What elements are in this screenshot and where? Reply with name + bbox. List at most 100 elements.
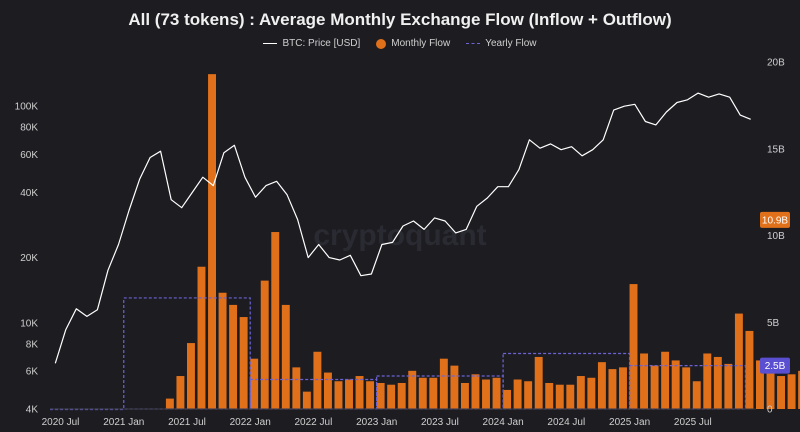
- monthly-flow-bar: [208, 74, 216, 409]
- monthly-flow-bar: [745, 330, 754, 409]
- monthly-flow-last-value: 10.9B: [762, 215, 788, 226]
- monthly-flow-bar: [545, 382, 554, 409]
- right-axis-tick-label: 10B: [767, 231, 785, 242]
- monthly-flow-bar: [534, 356, 543, 409]
- btc-price-line: [54, 92, 751, 364]
- monthly-flow-bar: [629, 284, 638, 409]
- monthly-flow-bar: [313, 351, 322, 409]
- monthly-flow-bar: [671, 360, 680, 409]
- monthly-flow-bar: [323, 372, 332, 409]
- chart-title: All (73 tokens) : Average Monthly Exchan…: [128, 10, 672, 29]
- monthly-flow-bar: [787, 374, 796, 409]
- monthly-flow-bar: [513, 379, 522, 409]
- legend-swatch-monthly-flow: [376, 38, 387, 49]
- monthly-flow-bar: [682, 367, 691, 409]
- left-axis-tick-label: 8K: [26, 339, 39, 350]
- monthly-flow-bar: [766, 370, 775, 409]
- monthly-flow-last-value-bg: [760, 211, 790, 228]
- legend-swatch-btc-price: [263, 43, 278, 44]
- x-axis-tick-label: 2021 Jul: [168, 417, 206, 428]
- monthly-flow-bar: [576, 376, 585, 409]
- monthly-flow-bar: [756, 360, 764, 409]
- x-axis-tick-label: 2023 Jan: [356, 417, 397, 428]
- monthly-flow-bar: [218, 292, 227, 409]
- monthly-flow-bar: [640, 353, 649, 409]
- monthly-flow-bar: [176, 376, 185, 409]
- monthly-flow-bar: [566, 384, 575, 409]
- left-axis-tick-label: 60K: [20, 150, 38, 161]
- monthly-flow-bar: [661, 351, 670, 409]
- monthly-flow-bar: [397, 382, 406, 409]
- legend-item-btc-price[interactable]: BTC: Price [USD]: [263, 38, 360, 49]
- x-axis-tick-label: 2025 Jan: [609, 417, 650, 428]
- monthly-flow-bar: [418, 377, 427, 409]
- legend-item-yearly-flow[interactable]: Yearly Flow: [466, 38, 537, 49]
- monthly-flow-bar: [597, 362, 606, 409]
- left-axis-tick-label: 20K: [20, 253, 38, 264]
- legend-label-monthly-flow: Monthly Flow: [391, 38, 451, 49]
- legend-item-monthly-flow[interactable]: Monthly Flow: [376, 38, 450, 49]
- x-axis-tick-label: 2024 Jan: [483, 417, 524, 428]
- monthly-flow-bar: [387, 384, 396, 409]
- monthly-flow-bar: [692, 381, 701, 409]
- x-axis-tick-label: 2021 Jan: [103, 417, 144, 428]
- monthly-flow-bar: [503, 389, 512, 409]
- monthly-flow-bar: [302, 391, 311, 409]
- monthly-flow-bar: [492, 377, 501, 409]
- left-axis-tick-label: 4K: [26, 405, 39, 416]
- monthly-flow-bar: [260, 280, 269, 409]
- monthly-flow-bar: [450, 365, 459, 410]
- monthly-flow-bar: [608, 369, 617, 409]
- monthly-flow-bar: [186, 343, 195, 409]
- monthly-flow-bar: [460, 382, 469, 409]
- monthly-flow-bar: [292, 367, 301, 409]
- monthly-flow-bar: [197, 266, 206, 409]
- monthly-flow-bar: [703, 353, 712, 409]
- monthly-flow-bar: [724, 363, 733, 409]
- monthly-flow-bar: [798, 370, 800, 409]
- legend: BTC: Price [USD] Monthly Flow Yearly Flo…: [0, 38, 800, 49]
- monthly-flow-bar: [587, 377, 596, 409]
- left-axis-tick-label: 80K: [20, 123, 38, 134]
- monthly-flow-bar: [408, 370, 417, 409]
- yearly-flow-last-value: 2.5B: [765, 361, 786, 372]
- x-axis-tick-label: 2025 Jul: [674, 417, 712, 428]
- yearly-flow-last-value-bg: [760, 357, 790, 374]
- left-axis-tick-label: 40K: [20, 188, 38, 199]
- monthly-flow-bar: [165, 398, 174, 409]
- left-axis-tick-label: 100K: [15, 102, 39, 113]
- monthly-flow-bar: [439, 358, 448, 409]
- left-axis-tick-label: 10K: [20, 318, 38, 329]
- legend-swatch-yearly-flow: [466, 43, 481, 44]
- monthly-flow-bar: [345, 379, 353, 409]
- monthly-flow-bar: [777, 376, 786, 409]
- right-axis-tick-label: 0: [767, 405, 773, 416]
- x-axis-tick-label: 2022 Jan: [230, 417, 271, 428]
- monthly-flow-bar: [366, 381, 375, 409]
- monthly-flow-bar: [271, 232, 280, 409]
- monthly-flow-bar: [250, 358, 259, 409]
- x-axis-tick-label: 2024 Jul: [547, 417, 585, 428]
- monthly-flow-bar: [650, 365, 659, 410]
- monthly-flow-bar: [619, 367, 627, 409]
- monthly-flow-bar: [524, 381, 533, 409]
- monthly-flow-bar: [376, 382, 385, 409]
- monthly-flow-bar: [713, 356, 722, 409]
- legend-label-yearly-flow: Yearly Flow: [485, 38, 537, 49]
- monthly-flow-bar: [334, 381, 343, 409]
- monthly-flow-bar: [229, 304, 238, 409]
- monthly-flow-bar: [429, 377, 438, 409]
- monthly-flow-bar: [355, 376, 364, 409]
- monthly-flow-bar: [734, 313, 743, 409]
- x-axis-tick-label: 2022 Jul: [294, 417, 332, 428]
- right-axis-tick-label: 5B: [767, 318, 780, 329]
- x-axis-tick-label: 2023 Jul: [421, 417, 459, 428]
- left-axis-tick-label: 6K: [26, 366, 39, 377]
- monthly-flow-bar: [555, 384, 564, 409]
- monthly-flow-bar: [281, 304, 290, 409]
- right-axis-tick-label: 15B: [767, 144, 785, 155]
- watermark: cryptoquant: [313, 219, 486, 252]
- right-axis-tick-label: 20B: [767, 58, 785, 69]
